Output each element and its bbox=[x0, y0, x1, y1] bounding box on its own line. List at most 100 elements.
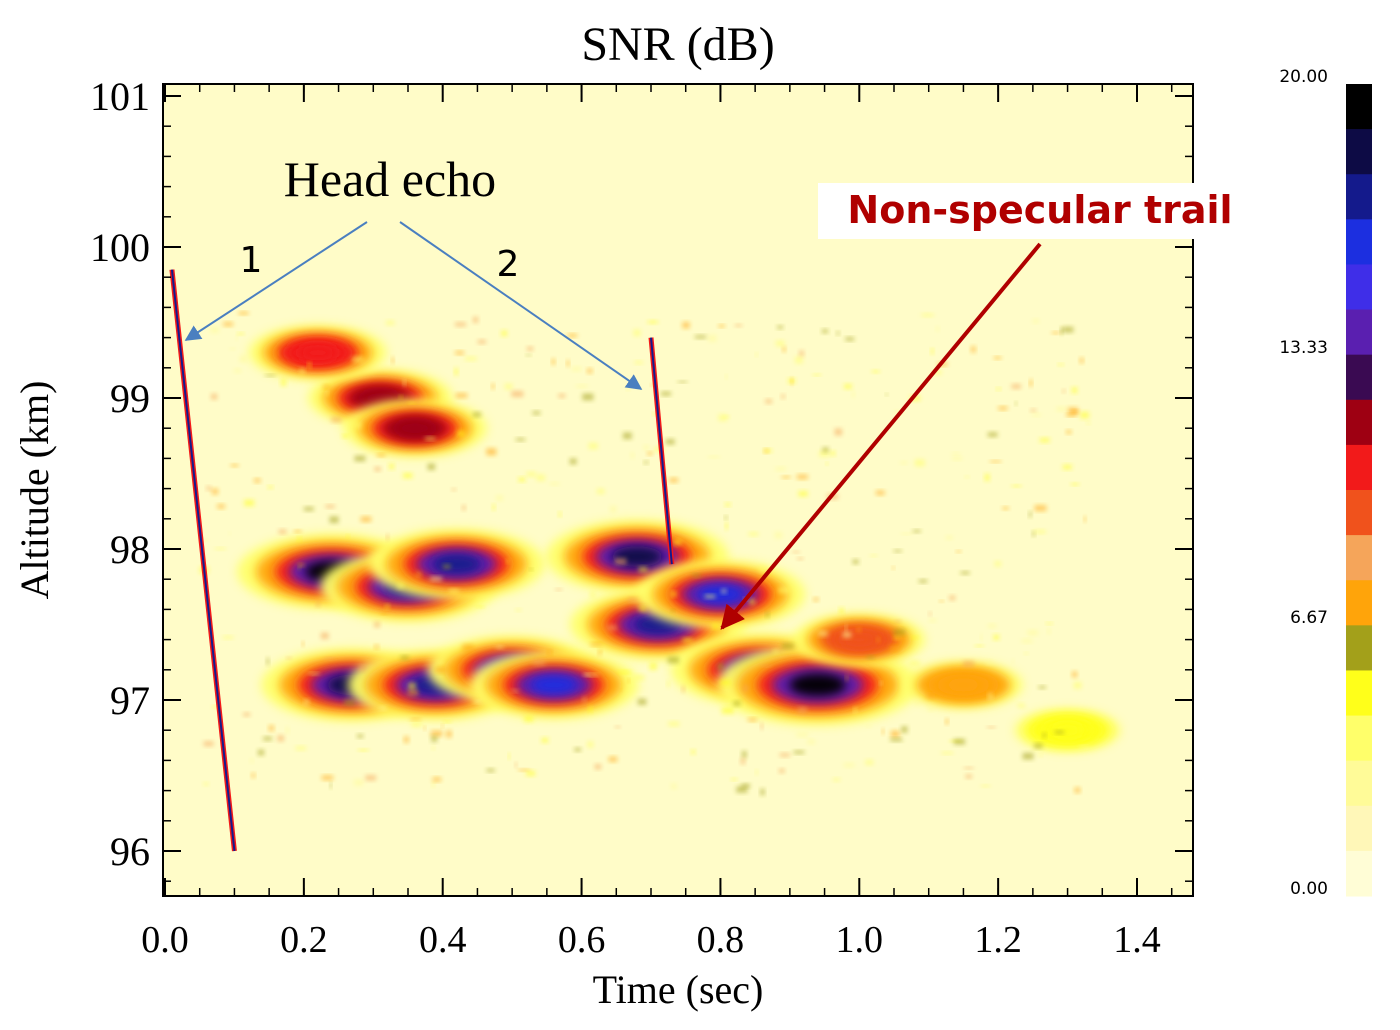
heatmap-speckle bbox=[533, 659, 545, 666]
colorbar-segment bbox=[1346, 399, 1372, 446]
heatmap-speckle bbox=[496, 495, 503, 501]
heatmap-speckle bbox=[777, 325, 784, 330]
heatmap-speckle bbox=[203, 782, 209, 786]
heatmap-speckle bbox=[721, 707, 734, 714]
heatmap-speckle bbox=[975, 644, 984, 647]
heatmap-speckle bbox=[477, 339, 486, 344]
heatmap-speckle bbox=[928, 612, 932, 616]
heatmap-speckle bbox=[964, 766, 974, 770]
heatmap-speckle bbox=[775, 340, 785, 347]
heatmap-speckle bbox=[532, 411, 541, 415]
heatmap-speckle bbox=[755, 353, 758, 357]
colorbar-label: 13.33 bbox=[1279, 338, 1328, 358]
heatmap-speckle bbox=[586, 673, 598, 677]
heatmap-speckle bbox=[1083, 516, 1087, 522]
heatmap-speckle bbox=[760, 664, 771, 667]
heatmap-speckle bbox=[329, 782, 332, 788]
heatmap-speckle bbox=[1011, 384, 1021, 389]
heatmap-speckle bbox=[1012, 659, 1015, 663]
heatmap-speckle bbox=[308, 672, 320, 675]
heatmap-speckle bbox=[324, 657, 334, 660]
heatmap-cell bbox=[431, 554, 482, 575]
heatmap-speckle bbox=[630, 452, 634, 459]
heatmap-speckle bbox=[644, 460, 649, 465]
heatmap-speckle bbox=[239, 355, 247, 363]
heatmap-speckle bbox=[619, 670, 631, 674]
heatmap-speckle bbox=[990, 460, 1002, 463]
heatmap-speckle bbox=[449, 588, 460, 594]
heatmap-speckle bbox=[515, 437, 526, 442]
heatmap-speckle bbox=[472, 412, 482, 417]
heatmap-speckle bbox=[892, 566, 895, 570]
heatmap-speckle bbox=[365, 775, 377, 781]
heatmap-speckle bbox=[637, 698, 647, 705]
heatmap-speckle bbox=[987, 432, 998, 437]
x-axis-ticks: 0.0 0.2 0.4 0.6 0.8 1.0 1.2 1.4 bbox=[141, 84, 1173, 961]
head-echo-arrow-2 bbox=[399, 221, 643, 390]
heatmap-speckle bbox=[576, 384, 588, 388]
heatmap-cell bbox=[1052, 724, 1083, 737]
heatmap-speckle bbox=[741, 751, 747, 758]
heatmap-speckle bbox=[993, 634, 1000, 640]
heatmap-speckle bbox=[839, 607, 844, 614]
heatmap-speckle bbox=[851, 391, 855, 398]
heatmap-speckle bbox=[665, 439, 675, 445]
heatmap-speckle bbox=[514, 762, 518, 768]
heatmap-speckle bbox=[298, 564, 301, 570]
heatmap-speckle bbox=[682, 322, 690, 329]
heatmap-speckle bbox=[1073, 681, 1082, 689]
heatmap-speckle bbox=[775, 466, 786, 471]
heatmap-speckle bbox=[622, 432, 632, 440]
heatmap-speckle bbox=[653, 412, 657, 416]
heatmap-speckle bbox=[286, 656, 291, 660]
heatmap-speckle bbox=[749, 598, 755, 605]
heatmap-speckle bbox=[795, 356, 803, 364]
colorbar-segment bbox=[1346, 490, 1372, 536]
heatmap-speckle bbox=[298, 563, 305, 567]
heatmap-speckle bbox=[721, 589, 727, 594]
heatmap-speckle bbox=[526, 346, 534, 351]
head-echo-2-label: 2 bbox=[497, 244, 520, 285]
heatmap-speckle bbox=[1072, 409, 1078, 414]
heatmap-speckle bbox=[486, 768, 495, 773]
heatmap-speckle bbox=[583, 673, 589, 676]
heatmap-blob bbox=[635, 560, 806, 629]
heatmap-speckle bbox=[634, 360, 643, 365]
colorbar-segment bbox=[1346, 715, 1372, 762]
plot-frame bbox=[162, 83, 1194, 897]
heatmap-speckle bbox=[910, 395, 920, 401]
heatmap-speckle bbox=[833, 778, 840, 782]
heatmap-speckle bbox=[651, 384, 655, 387]
heatmap-speckle bbox=[1042, 733, 1047, 738]
heatmap-speckle bbox=[765, 399, 773, 404]
heatmap-speckle bbox=[206, 486, 212, 491]
heatmap-speckle bbox=[852, 559, 859, 565]
heatmap-speckle bbox=[464, 356, 477, 361]
heatmap-speckle bbox=[928, 618, 936, 623]
heatmap-speckle bbox=[724, 515, 728, 520]
heatmap-speckle bbox=[1062, 326, 1074, 333]
heatmap-speckle bbox=[411, 721, 422, 728]
heatmap-speckle bbox=[346, 534, 350, 538]
heatmap-speckle bbox=[1017, 703, 1025, 708]
heatmap-speckle bbox=[590, 591, 595, 598]
heatmap-speckle bbox=[836, 331, 840, 335]
heatmap-speckle bbox=[807, 739, 815, 745]
heatmap-blob bbox=[793, 613, 925, 666]
heatmap-speckle bbox=[694, 335, 707, 339]
head-echo-1-trace bbox=[170, 269, 236, 852]
heatmap-speckle bbox=[1074, 787, 1081, 793]
heatmap-speckle bbox=[981, 784, 990, 787]
heatmap-speckle bbox=[1060, 328, 1064, 335]
heatmap-speckle bbox=[949, 595, 956, 601]
heatmap-speckle bbox=[825, 462, 829, 466]
heatmap-speckle bbox=[541, 737, 549, 743]
heatmap-speckle bbox=[243, 712, 251, 717]
heatmap-speckle bbox=[511, 689, 519, 693]
heatmap-speckle bbox=[1022, 752, 1034, 760]
heatmap-speckle bbox=[1046, 622, 1052, 625]
heatmap-speckle bbox=[799, 350, 804, 357]
heatmap-speckle bbox=[230, 347, 235, 351]
heatmap-speckle bbox=[796, 732, 809, 737]
heatmap-speckle bbox=[691, 749, 696, 755]
